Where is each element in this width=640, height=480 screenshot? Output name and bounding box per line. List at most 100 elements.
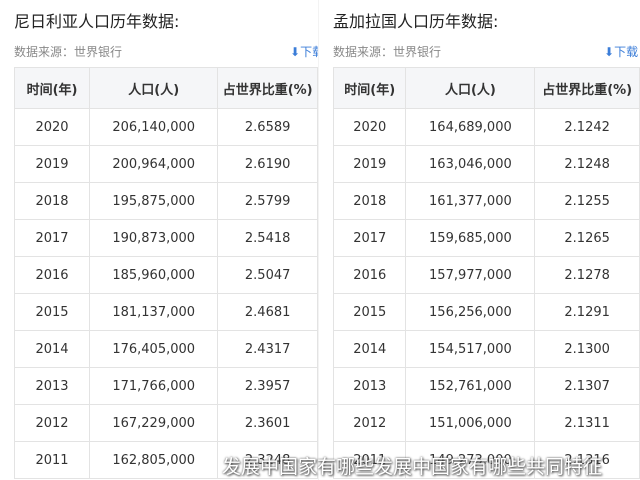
table-cell: 156,256,000: [405, 293, 536, 331]
table-cell: 2018: [332, 182, 407, 220]
table-cell: 181,137,000: [89, 293, 219, 331]
table-cell: 2014: [13, 330, 91, 368]
download-link[interactable]: ⬇下载: [604, 43, 638, 60]
table-cell: 149,273,000: [405, 441, 536, 479]
table-cell: 176,405,000: [89, 330, 219, 368]
table-panel: 孟加拉国人口历年数据: 数据来源：世界银行 ⬇下载时间(年) 人口(人) 占世界比重(%…: [319, 0, 640, 480]
table-cell: 151,006,000: [405, 404, 536, 442]
table-cell: 152,761,000: [405, 367, 536, 405]
header-cell: 占世界比重(%): [534, 67, 640, 109]
table-row: 2017 159,685,000 2.1265: [332, 219, 640, 257]
table-cell: 2.4681: [217, 293, 318, 331]
data-table: 时间(年) 人口(人) 占世界比重(%) 2020 206,140,000 2.6589 2…: [13, 67, 318, 479]
table-row: 2011 162,805,000 2.3248: [13, 441, 318, 479]
table-cell: 2017: [332, 219, 407, 257]
table-row: 2018 161,377,000 2.1255: [332, 182, 640, 220]
header-cell: 人口(人): [89, 67, 219, 109]
table-cell: 2019: [13, 145, 91, 183]
table-cell: 2.1278: [534, 256, 640, 294]
table-row: 2019 163,046,000 2.1248: [332, 145, 640, 183]
panel-title: 孟加拉国人口历年数据:: [333, 12, 499, 31]
table-cell: 2.3601: [217, 404, 318, 442]
source-note: 数据来源：世界银行: [14, 45, 123, 59]
table-cell: 2018: [13, 182, 91, 220]
header-cell: 占世界比重(%): [217, 67, 318, 109]
table-cell: 2.1265: [534, 219, 640, 257]
table-cell: 162,805,000: [89, 441, 219, 479]
panel-title: 尼日利亚人口历年数据:: [14, 12, 180, 31]
table-row: 2015 181,137,000 2.4681: [13, 293, 318, 331]
table-cell: 2.1248: [534, 145, 640, 183]
header-cell: 人口(人): [405, 67, 536, 109]
table-cell: 2.4317: [217, 330, 318, 368]
header-cell: 时间(年): [332, 67, 407, 109]
table-cell: 2.1311: [534, 404, 640, 442]
table-cell: 2014: [332, 330, 407, 368]
table-cell: 206,140,000: [89, 108, 219, 146]
table-cell: 2016: [332, 256, 407, 294]
table-cell: 2.1316: [534, 441, 640, 479]
table-row: 2013 152,761,000 2.1307: [332, 367, 640, 405]
download-icon: ⬇: [290, 45, 301, 59]
table-cell: 2011: [332, 441, 407, 479]
table-cell: 2.6190: [217, 145, 318, 183]
table-cell: 2015: [13, 293, 91, 331]
table-row: 2016 185,960,000 2.5047: [13, 256, 318, 294]
table-cell: 185,960,000: [89, 256, 219, 294]
table-cell: 190,873,000: [89, 219, 219, 257]
table-cell: 2.5799: [217, 182, 318, 220]
table-cell: 2012: [332, 404, 407, 442]
table-panel: 尼日利亚人口历年数据: 数据来源：世界银行 ⬇下载时间(年)人口(人)占世界比重(%…: [0, 0, 318, 480]
table-cell: 2016: [13, 256, 91, 294]
table-cell: 195,875,000: [89, 182, 219, 220]
table-row: 2015 156,256,000 2.1291: [332, 293, 640, 331]
table-row: 2018 195,875,000 2.5799: [13, 182, 318, 220]
table-cell: 2011: [13, 441, 91, 479]
table-row: 2011 149,273,000 2.1316: [332, 441, 640, 479]
table-row: 2019 200,964,000 2.6190: [13, 145, 318, 183]
download-text: 下载: [300, 45, 318, 59]
table-cell: 2.1307: [534, 367, 640, 405]
table-cell: 171,766,000: [89, 367, 219, 405]
table-row: 2014 154,517,000 2.1300: [332, 330, 640, 368]
header-cell: 时间(年): [13, 67, 91, 109]
table-cell: 167,229,000: [89, 404, 219, 442]
table-row: 2017 190,873,000 2.5418: [13, 219, 318, 257]
table-cell: 161,377,000: [405, 182, 536, 220]
table-cell: 2.3957: [217, 367, 318, 405]
table-cell: 2.5418: [217, 219, 318, 257]
header-row: 时间(年) 人口(人) 占世界比重(%): [332, 67, 640, 109]
table-cell: 2.1291: [534, 293, 640, 331]
data-table: 时间(年) 人口(人) 占世界比重(%) 2020 164,689,000 2.1242 2…: [332, 67, 640, 479]
table-row: 2020 206,140,000 2.6589: [13, 108, 318, 146]
table-row: 2012 167,229,000 2.3601: [13, 404, 318, 442]
table-cell: 163,046,000: [405, 145, 536, 183]
table-cell: 2017: [13, 219, 91, 257]
table-cell: 2012: [13, 404, 91, 442]
download-icon: ⬇: [604, 45, 615, 59]
table-cell: 2020: [332, 108, 407, 146]
table-cell: 2013: [13, 367, 91, 405]
table-cell: 2013: [332, 367, 407, 405]
table-row: 2020 164,689,000 2.1242: [332, 108, 640, 146]
table-cell: 200,964,000: [89, 145, 219, 183]
table-cell: 2.1242: [534, 108, 640, 146]
table-row: 2013 171,766,000 2.3957: [13, 367, 318, 405]
table-cell: 2019: [332, 145, 407, 183]
table-cell: 2020: [13, 108, 91, 146]
download-link[interactable]: ⬇下载: [290, 43, 318, 60]
header-row: 时间(年) 人口(人) 占世界比重(%): [13, 67, 318, 109]
table-cell: 2015: [332, 293, 407, 331]
table-cell: 154,517,000: [405, 330, 536, 368]
table-cell: 159,685,000: [405, 219, 536, 257]
table-cell: 2.1300: [534, 330, 640, 368]
source-note: 数据来源：世界银行: [333, 45, 442, 59]
table-cell: 157,977,000: [405, 256, 536, 294]
watermark: 发展中国家有哪些发展中国家有哪些共同特征: [222, 456, 603, 478]
table-row: 2012 151,006,000 2.1311: [332, 404, 640, 442]
table-row: 2014 176,405,000 2.4317: [13, 330, 318, 368]
table-row: 2016 157,977,000 2.1278: [332, 256, 640, 294]
download-text: 下载: [614, 45, 639, 59]
table-cell: 2.1255: [534, 182, 640, 220]
